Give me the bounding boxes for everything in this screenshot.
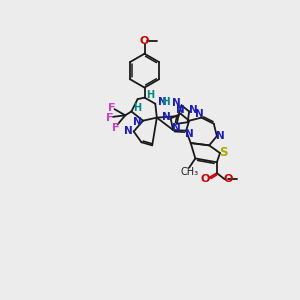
Text: N: N — [172, 98, 181, 108]
Text: CH₃: CH₃ — [180, 167, 198, 176]
Text: F: F — [108, 103, 115, 112]
Text: F: F — [112, 123, 120, 133]
Text: N: N — [176, 105, 185, 115]
Text: N: N — [195, 109, 204, 119]
Text: N: N — [133, 117, 142, 127]
Text: F: F — [106, 113, 114, 123]
Text: S: S — [220, 146, 228, 159]
Text: N: N — [172, 123, 181, 133]
Text: N: N — [124, 126, 133, 136]
Text: H: H — [133, 103, 141, 113]
Text: N: N — [163, 112, 171, 122]
Text: N: N — [216, 131, 225, 141]
Text: O: O — [140, 36, 149, 46]
Text: N: N — [189, 105, 197, 115]
Text: N: N — [158, 97, 167, 107]
Text: N: N — [185, 129, 194, 139]
Text: O: O — [224, 174, 233, 184]
Text: H: H — [163, 97, 171, 107]
Text: O: O — [201, 174, 210, 184]
Text: H: H — [147, 90, 155, 100]
